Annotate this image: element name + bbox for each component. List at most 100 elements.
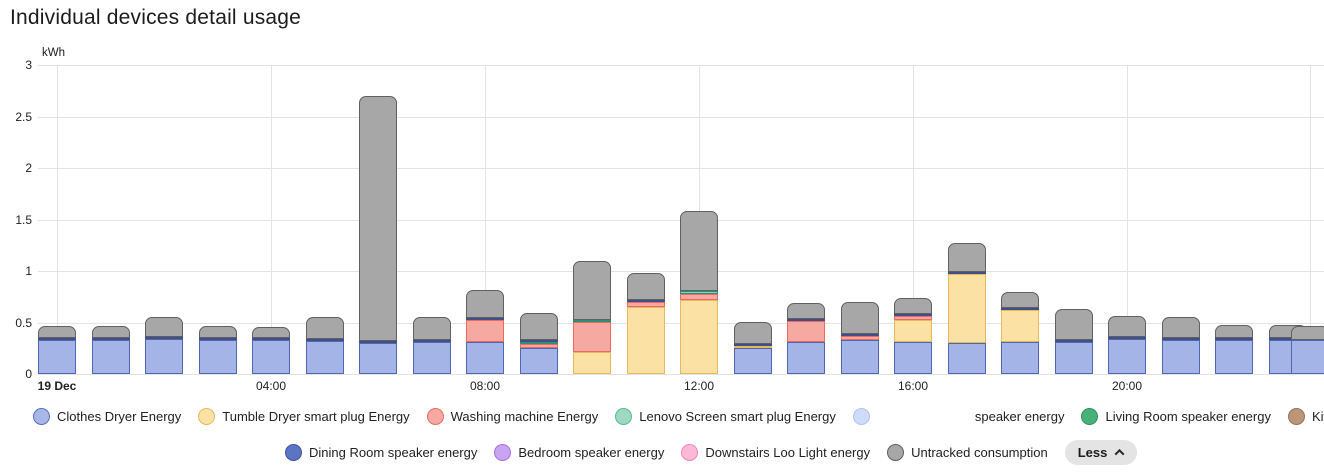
bar-segment-tumble-dryer-smart-plug-energy[interactable] [626,307,665,374]
bar-segment-clothes-dryer-energy[interactable] [840,340,879,374]
bar-segment-untracked-consumption[interactable] [145,317,183,337]
bar-segment-clothes-dryer-energy[interactable] [252,340,290,374]
bar-segment-untracked-consumption[interactable] [412,317,451,340]
bar-segment-clothes-dryer-energy[interactable] [519,348,558,374]
bar-segment-untracked-consumption[interactable] [359,96,397,341]
bar-segment-dining-room-speaker-energy[interactable] [359,341,397,343]
bar-segment-clothes-dryer-energy[interactable] [894,342,932,374]
bar-hour-11:00[interactable] [626,273,665,374]
bar-segment-untracked-consumption[interactable] [733,322,772,344]
bar-hour-13:00[interactable] [733,322,772,374]
bar-segment-clothes-dryer-energy[interactable] [733,348,772,374]
bar-segment-untracked-consumption[interactable] [91,326,130,338]
bar-hour-17:00[interactable] [947,243,986,374]
legend-item-washing-machine-energy[interactable]: Washing machine Energy [426,408,598,425]
bar-segment-washing-machine-energy[interactable] [840,336,879,340]
bar-hour-21:00[interactable] [1161,317,1200,374]
bar-segment-untracked-consumption[interactable] [519,313,558,340]
bar-segment-tumble-dryer-smart-plug-energy[interactable] [894,320,932,342]
bar-segment-dining-room-speaker-energy[interactable] [38,338,76,340]
bar-segment-clothes-dryer-energy[interactable] [198,340,237,374]
bar-segment-tumble-dryer-smart-plug-energy[interactable] [573,352,611,374]
bar-segment-washing-machine-energy[interactable] [573,322,611,352]
bar-hour-02:00[interactable] [145,317,183,374]
bar-segment-untracked-consumption[interactable] [1001,292,1039,308]
legend-item-lenovo-screen-smart-plug-energy[interactable]: Lenovo Screen smart plug Energy [615,408,836,425]
bar-segment-dining-room-speaker-energy[interactable] [1161,338,1200,340]
bar-segment-tumble-dryer-smart-plug-energy[interactable] [947,274,986,343]
legend-item-downstairs-loo-light-energy[interactable]: Downstairs Loo Light energy [681,444,870,461]
bar-segment-clothes-dryer-energy[interactable] [305,341,344,374]
bar-segment-untracked-consumption[interactable] [573,261,611,320]
bar-segment-dining-room-speaker-energy[interactable] [1215,338,1253,340]
bar-segment-untracked-consumption[interactable] [1108,316,1146,337]
bar-segment-untracked-consumption[interactable] [947,243,986,272]
bar-segment-clothes-dryer-energy[interactable] [412,342,451,374]
bar-segment-untracked-consumption[interactable] [680,211,718,291]
bar-segment-dining-room-speaker-energy[interactable] [1108,337,1146,339]
bar-segment-untracked-consumption[interactable] [1054,309,1093,340]
bar-segment-untracked-consumption[interactable] [466,290,504,318]
bar-segment-untracked-consumption[interactable] [198,326,237,338]
bar-segment-clothes-dryer-energy[interactable] [947,343,986,374]
bar-hour-06:00[interactable] [359,96,397,374]
bar-hour-00:00[interactable] [38,326,76,374]
bar-segment-dining-room-speaker-energy[interactable] [145,337,183,339]
bar-segment-clothes-dryer-energy[interactable] [359,343,397,374]
bar-segment-dining-room-speaker-energy[interactable] [91,338,130,340]
bar-segment-clothes-dryer-energy[interactable] [1054,342,1093,374]
bar-hour-16:00[interactable] [894,298,932,374]
bar-segment-untracked-consumption[interactable] [787,303,825,319]
bar-hour-19:00[interactable] [1054,309,1093,374]
bar-segment-dining-room-speaker-energy[interactable] [519,340,558,342]
bar-segment-clothes-dryer-energy[interactable] [91,340,130,374]
bar-hour-10:00[interactable] [573,261,611,374]
bar-segment-untracked-consumption[interactable] [840,302,879,334]
legend-item-living-room-speaker-energy[interactable]: Living Room speaker energy [1081,408,1271,425]
legend-item-kitchen-speaker-energy[interactable]: Kitchen speaker energy [1287,408,1324,425]
bar-segment-dining-room-speaker-energy[interactable] [198,338,237,340]
bar-segment-untracked-consumption[interactable] [894,298,932,314]
bar-segment-untracked-consumption[interactable] [305,317,344,339]
bar-segment-lenovo-screen-smart-plug-energy[interactable] [519,342,558,344]
bar-segment-clothes-dryer-energy[interactable] [787,342,825,374]
bar-segment-tumble-dryer-smart-plug-energy[interactable] [1001,310,1039,342]
bar-segment-dining-room-speaker-energy[interactable] [787,319,825,321]
bar-segment-washing-machine-energy[interactable] [626,302,665,307]
bar-segment-untracked-consumption[interactable] [1291,326,1324,340]
legend-item-unlabeled[interactable] [852,408,870,425]
bar-segment-untracked-consumption[interactable] [1215,325,1253,338]
bar-hour-14:00[interactable] [787,303,825,374]
bar-segment-untracked-consumption[interactable] [626,273,665,300]
bar-segment-tumble-dryer-smart-plug-energy[interactable] [733,346,772,348]
bar-segment-dining-room-speaker-energy[interactable] [733,344,772,346]
bar-segment-clothes-dryer-energy[interactable] [466,342,504,374]
bar-hour-01:00[interactable] [91,326,130,374]
bar-segment-dining-room-speaker-energy[interactable] [626,300,665,302]
legend-item-bedroom-speaker-energy[interactable]: Bedroom speaker energy [494,444,664,461]
less-button[interactable]: Less [1064,440,1138,465]
bar-segment-dining-room-speaker-energy[interactable] [840,334,879,336]
bar-segment-lenovo-screen-smart-plug-energy[interactable] [680,291,718,294]
bar-segment-washing-machine-energy[interactable] [787,321,825,342]
bar-segment-untracked-consumption[interactable] [1161,317,1200,338]
bar-segment-lenovo-screen-smart-plug-energy[interactable] [573,320,611,322]
bar-segment-dining-room-speaker-energy[interactable] [894,314,932,316]
bar-segment-dining-room-speaker-energy[interactable] [947,272,986,274]
bar-hour-05:00[interactable] [305,317,344,374]
legend-item-untracked-consumption[interactable]: Untracked consumption [887,444,1048,461]
bar-segment-dining-room-speaker-energy[interactable] [1001,308,1039,310]
legend-item-tumble-dryer-smart-plug-energy[interactable]: Tumble Dryer smart plug Energy [198,408,410,425]
bar-segment-clothes-dryer-energy[interactable] [38,340,76,374]
bar-segment-washing-machine-energy[interactable] [894,316,932,320]
legend-item-clothes-dryer-energy[interactable]: Clothes Dryer Energy [33,408,181,425]
bar-segment-untracked-consumption[interactable] [38,326,76,338]
bar-hour-04:00[interactable] [252,327,290,374]
bar-hour-00:00[interactable] [1291,326,1324,374]
legend-item-dining-room-speaker-energy[interactable]: Dining Room speaker energy [285,444,477,461]
bar-hour-15:00[interactable] [840,302,879,374]
bar-segment-washing-machine-energy[interactable] [519,344,558,348]
bar-segment-dining-room-speaker-energy[interactable] [466,318,504,320]
bar-hour-08:00[interactable] [466,290,504,374]
bar-segment-clothes-dryer-energy[interactable] [1108,339,1146,374]
